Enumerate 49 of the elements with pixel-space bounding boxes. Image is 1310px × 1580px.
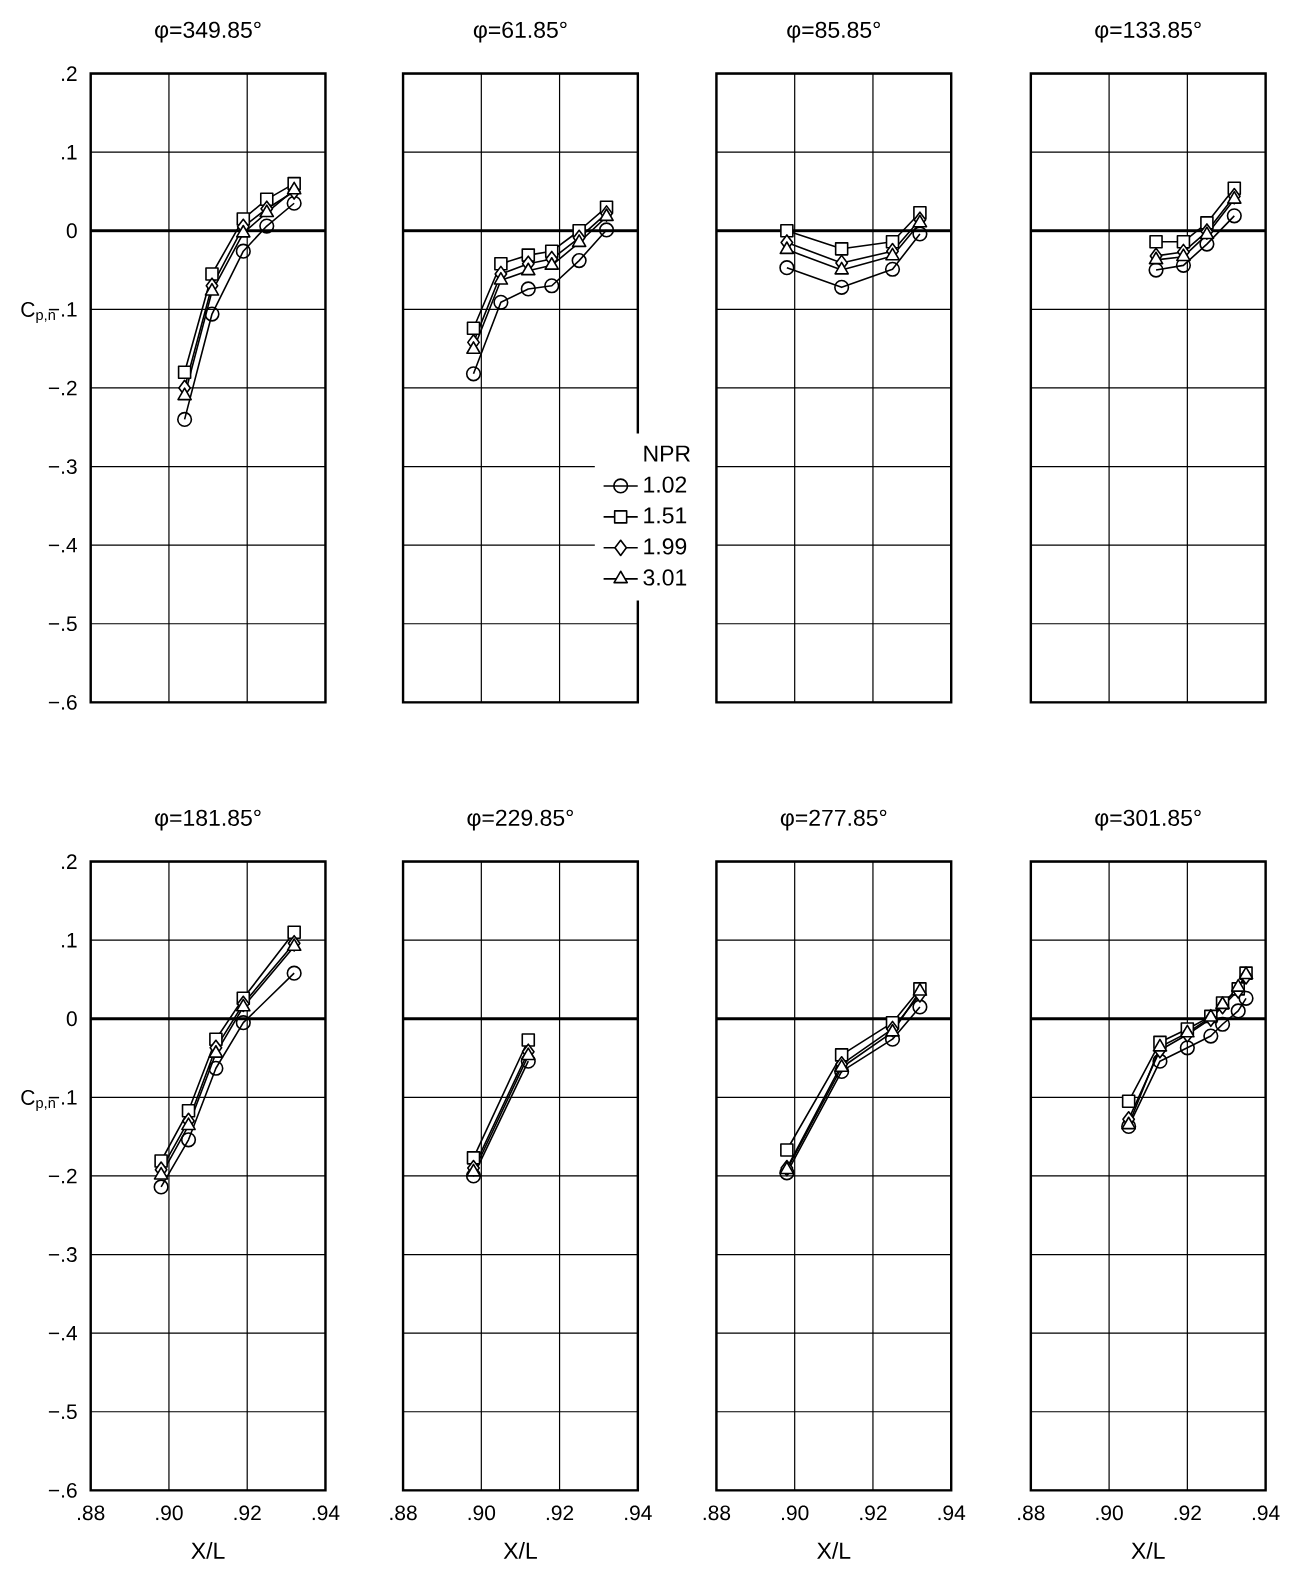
y-tick-label: 0 [66, 1011, 77, 1027]
y-tick-label: −.3 [48, 459, 77, 474]
legend-label: 1.02 [644, 476, 687, 493]
chart-title: φ=61.85° [473, 21, 567, 43]
y-tick-label: −.6 [48, 694, 77, 710]
y-tick-label: −.4 [48, 1325, 78, 1341]
y-tick-label: −.3 [48, 1247, 77, 1262]
chart-title: φ=85.85° [787, 21, 880, 43]
chart-title: φ=181.85° [155, 809, 261, 831]
x-axis-title: X/L [817, 1541, 851, 1559]
chart-title: φ=301.85° [1095, 809, 1201, 831]
x-tick-label: .88 [703, 1505, 731, 1521]
x-tick-label: .92 [546, 1505, 574, 1521]
y-tick-label: −.6 [48, 1482, 77, 1498]
x-tick-label: .90 [1096, 1505, 1123, 1521]
legend-label: 3.01 [643, 569, 687, 586]
legend-label: 1.51 [644, 507, 687, 524]
legend-label: 1.99 [644, 538, 687, 555]
chart-title: φ=229.85° [467, 809, 573, 831]
x-tick-label: .90 [468, 1505, 496, 1521]
x-axis-title: X/L [503, 1541, 537, 1559]
x-tick-label: .94 [1252, 1505, 1280, 1521]
legend-title: NPR [644, 445, 691, 462]
chart-title: φ=349.85° [155, 21, 261, 43]
x-tick-label: .92 [860, 1505, 887, 1521]
x-tick-label: .92 [234, 1505, 261, 1521]
x-tick-label: .88 [78, 1505, 105, 1521]
y-tick-label: 0 [66, 223, 77, 239]
x-tick-label: .94 [938, 1505, 966, 1521]
y-tick-label: −.5 [48, 616, 77, 632]
y-tick-label: .2 [62, 66, 77, 81]
x-tick-label: .90 [156, 1505, 183, 1521]
x-tick-label: .88 [390, 1505, 417, 1521]
y-tick-label: −.2 [48, 1168, 77, 1184]
x-tick-label: .90 [782, 1505, 809, 1521]
y-tick-label: −.2 [48, 380, 77, 396]
chart-title: φ=133.85° [1095, 21, 1201, 43]
y-tick-label: −.4 [48, 537, 78, 553]
x-tick-label: .94 [312, 1505, 340, 1521]
x-axis-title: X/L [191, 1541, 225, 1559]
y-tick-label: .2 [62, 854, 77, 869]
chart-title: φ=277.85° [780, 809, 887, 831]
x-tick-label: .94 [625, 1505, 652, 1521]
y-tick-label: .1 [62, 144, 77, 160]
x-tick-label: .92 [1174, 1505, 1201, 1521]
y-tick-label: −.5 [48, 1404, 77, 1420]
y-tick-label: .1 [62, 932, 77, 948]
x-axis-title: X/L [1131, 1541, 1165, 1559]
x-tick-label: .88 [1018, 1505, 1045, 1521]
